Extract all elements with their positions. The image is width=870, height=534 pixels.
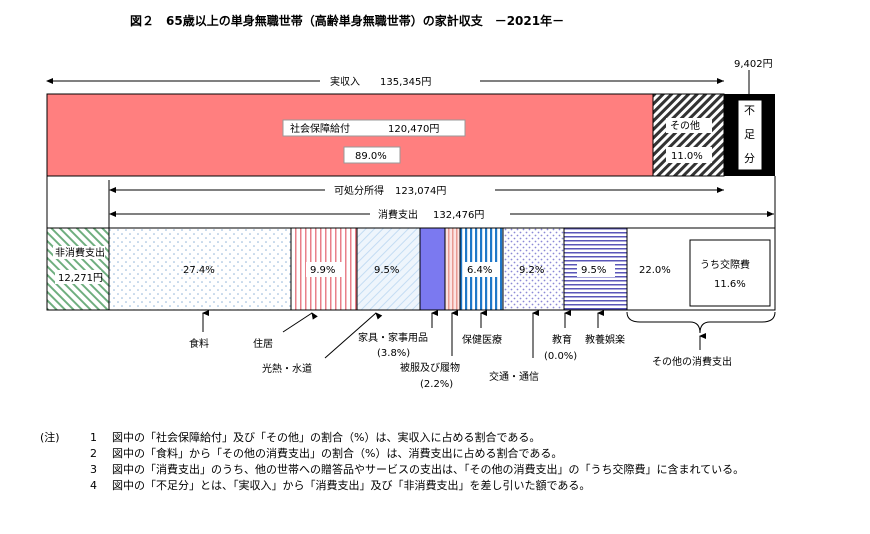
note-row-2: 2 図中の「食料」から「その他の消費支出」の割合（%）は、消費支出に占める割合で… [40, 446, 840, 462]
bar-utilities [356, 227, 421, 311]
utilities-label: 光熱・水道 [262, 362, 312, 375]
recreation-label: 教養娯楽 [585, 333, 625, 346]
clothing-share: (2.2%) [420, 379, 453, 390]
furniture-label: 家具・家事用品 [358, 331, 428, 344]
note-number: 1 [90, 431, 97, 444]
bar-social-expenses [689, 239, 771, 307]
housing-share: 9.9% [310, 265, 335, 276]
furniture-share: (3.8%) [377, 348, 410, 359]
note-text: 図中の「不足分」とは、「実収入」から「消費支出」及び「非消費支出」を差し引いた額… [112, 479, 591, 492]
note-number: 2 [90, 447, 97, 460]
disposable-income-label: 可処分所得 [334, 184, 384, 197]
note-number: 4 [90, 479, 97, 492]
social-security-label: 社会保障給付 [290, 122, 350, 135]
bar-non-consumption [46, 227, 110, 311]
note-number: 3 [90, 463, 97, 476]
chart-title: 図２ 65歳以上の単身無職世帯（高齢単身無職世帯）の家計収支 －2021年－ [130, 13, 564, 28]
social-expenses-share: 11.6% [714, 279, 746, 290]
other-income-label: その他 [670, 119, 700, 132]
other-consumption-brace [626, 311, 776, 334]
bar-transport [502, 227, 565, 311]
non-consumption-value: 12,271円 [58, 273, 103, 284]
transport-label: 交通・通信 [489, 370, 539, 383]
note-text: 図中の「消費支出」のうち、他の世帯への贈答品やサービスの支出は、「その他の消費支… [112, 463, 745, 476]
note-row-3: 3 図中の「消費支出」のうち、他の世帯への贈答品やサービスの支出は、「その他の消… [40, 462, 840, 478]
education-share: (0.0%) [544, 351, 577, 362]
note-row-1: (注) 1 図中の「社会保障給付」及び「その他」の割合（%）は、実収入に占める割… [40, 430, 840, 446]
note-text: 図中の「食料」から「その他の消費支出」の割合（%）は、消費支出に占める割合である… [112, 447, 563, 460]
consumption-label: 消費支出 [378, 208, 418, 221]
medical-label: 保健医療 [462, 333, 502, 346]
disposable-income-value: 123,074円 [395, 186, 446, 197]
non-consumption-label: 非消費支出 [55, 246, 105, 259]
transport-share: 9.2% [519, 265, 544, 276]
consumption-value: 132,476円 [433, 210, 484, 221]
bar-other-income [652, 93, 725, 177]
shortfall-char-1: 不 [744, 104, 755, 117]
note-text: 図中の「社会保障給付」及び「その他」の割合（%）は、実収入に占める割合である。 [112, 431, 541, 444]
shortfall-char-2: 足 [744, 128, 755, 141]
social-security-share: 89.0% [355, 151, 387, 162]
clothing-label: 被服及び履物 [400, 361, 460, 374]
utilities-share: 9.5% [374, 265, 399, 276]
social-security-value: 120,470円 [388, 124, 439, 135]
notes-heading: (注) [40, 431, 60, 444]
shortfall-char-3: 分 [744, 152, 755, 165]
other-income-share: 11.0% [671, 151, 703, 162]
notes: (注) 1 図中の「社会保障給付」及び「その他」の割合（%）は、実収入に占める割… [40, 430, 840, 494]
other-consumption-label: その他の消費支出 [652, 355, 732, 368]
shortfall-value: 9,402円 [734, 59, 773, 70]
bar-food [108, 227, 292, 311]
social-expenses-label: うち交際費 [700, 258, 750, 271]
recreation-share: 9.5% [581, 265, 606, 276]
bar-furniture [419, 227, 446, 311]
bar-clothing [444, 227, 461, 311]
income-value: 135,345円 [380, 77, 431, 88]
medical-share: 6.4% [467, 265, 492, 276]
housing-label: 住居 [253, 337, 273, 350]
income-label: 実収入 [330, 75, 360, 88]
note-row-4: 4 図中の「不足分」とは、「実収入」から「消費支出」及び「非消費支出」を差し引い… [40, 478, 840, 494]
other-consumption-share: 22.0% [639, 265, 671, 276]
food-label: 食料 [189, 337, 209, 350]
food-share: 27.4% [183, 265, 215, 276]
education-label: 教育 [552, 333, 572, 346]
